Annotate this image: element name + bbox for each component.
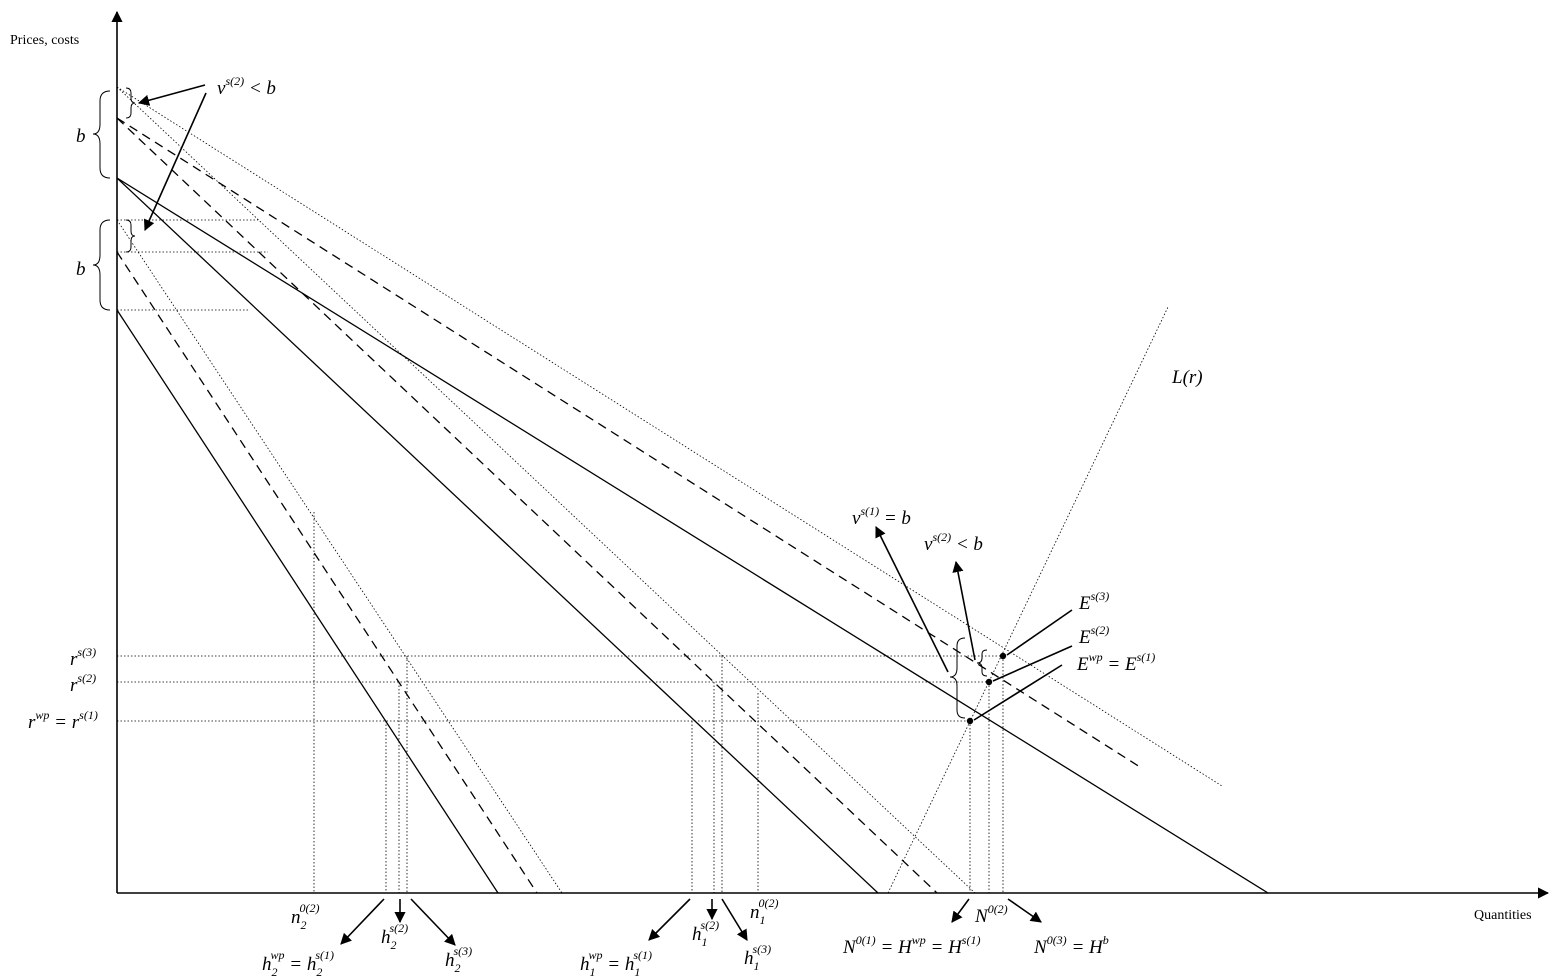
arrows xyxy=(137,84,1073,946)
arrow-v-s2-top-2 xyxy=(143,92,207,232)
brace-small-lower xyxy=(125,219,136,253)
x-axis-label: Quantities xyxy=(1474,908,1532,923)
arrow-h2-wp xyxy=(340,898,385,945)
vertical-guides xyxy=(313,512,1004,893)
subsidy-labels: vs(1) = b vs(2) < b xyxy=(852,504,983,555)
arrow-v-s1 xyxy=(875,525,949,673)
axes: Prices, costs Quantities xyxy=(10,10,1550,923)
braces xyxy=(92,87,988,719)
dashed-lines xyxy=(116,117,1141,894)
brace-b-upper xyxy=(92,90,111,179)
solid-line-middle xyxy=(116,177,879,894)
point-E-s3 xyxy=(999,652,1007,660)
label-n1-02: n10(2) xyxy=(750,896,779,927)
label-v-s2: vs(2) < b xyxy=(924,530,983,555)
solid-lines xyxy=(116,177,1269,894)
arrow-N-03 xyxy=(1007,898,1042,923)
label-h2-wp: h2wp = h2s(1) xyxy=(262,948,334,979)
solid-line-right xyxy=(116,177,1269,894)
label-r-s2: rs(2) xyxy=(70,671,96,696)
brace-v-s1 xyxy=(949,637,966,719)
label-v-s2-top: vs(2) < b xyxy=(217,74,276,99)
label-r-s3: rs(3) xyxy=(70,645,96,670)
y-tick-labels: rs(3) rs(2) rwp = rs(1) xyxy=(28,645,98,733)
label-b-upper: b xyxy=(76,126,86,147)
dotted-line-left xyxy=(116,219,563,894)
arrow-E-s3 xyxy=(1006,609,1073,656)
brace-small-top xyxy=(125,87,136,119)
point-E-wp xyxy=(966,717,974,725)
label-E-s3: Es(3) xyxy=(1078,589,1109,614)
arrow-v-s2 xyxy=(952,560,976,661)
label-h2-s3: h2s(3) xyxy=(445,944,472,975)
equilibrium-labels: Es(3) Es(2) Ewp = Es(1) xyxy=(1076,589,1155,675)
brace-v-s2 xyxy=(976,649,988,677)
point-E-s2 xyxy=(985,678,993,686)
arrow-h1-wp xyxy=(648,898,691,941)
y-axis-label: Prices, costs xyxy=(10,33,79,48)
horizontal-guides xyxy=(117,219,1003,722)
dotted-line-right xyxy=(116,86,1223,787)
label-h1-s3: h1s(3) xyxy=(744,942,771,973)
label-N-02: N0(2) xyxy=(974,902,1008,927)
dotted-line-middle xyxy=(116,86,976,894)
label-r-wp: rwp = rs(1) xyxy=(28,708,98,733)
left-labels: b b vs(2) < b xyxy=(76,74,276,280)
dotted-lines xyxy=(116,86,1223,894)
label-N-01: N0(1) = Hwp = Hs(1) xyxy=(842,933,980,958)
label-E-wp: Ewp = Es(1) xyxy=(1076,650,1155,675)
label-E-s2: Es(2) xyxy=(1078,623,1109,648)
label-n2-02: n20(2) xyxy=(291,901,320,932)
arrow-v-s2-top-1 xyxy=(137,84,206,106)
label-b-lower: b xyxy=(76,259,86,280)
arrow-E-s2 xyxy=(992,645,1073,682)
dashed-line-left xyxy=(116,251,538,894)
arrow-E-wp xyxy=(973,664,1063,721)
label-h1-wp: h1wp = h1s(1) xyxy=(580,948,652,979)
arrow-N-01 xyxy=(951,898,970,923)
equilibrium-points xyxy=(966,652,1007,725)
label-h1-s2: h1s(2) xyxy=(692,918,719,949)
dashed-line-right xyxy=(116,117,1141,768)
label-L-r: L(r) xyxy=(1171,367,1203,388)
arrow-h2-s3 xyxy=(410,898,456,946)
label-N-03: N0(3) = Hb xyxy=(1033,933,1109,958)
label-h2-s2: h2s(2) xyxy=(381,921,408,952)
dashed-line-middle xyxy=(116,117,938,894)
label-v-s1: vs(1) = b xyxy=(852,504,911,529)
x-tick-labels: n20(2) h2wp = h2s(1) h2s(2) h2s(3) h1wp … xyxy=(262,896,1109,979)
arrow-h1-s3 xyxy=(721,898,748,941)
solid-line-left xyxy=(116,309,499,894)
brace-b-lower xyxy=(92,219,111,311)
